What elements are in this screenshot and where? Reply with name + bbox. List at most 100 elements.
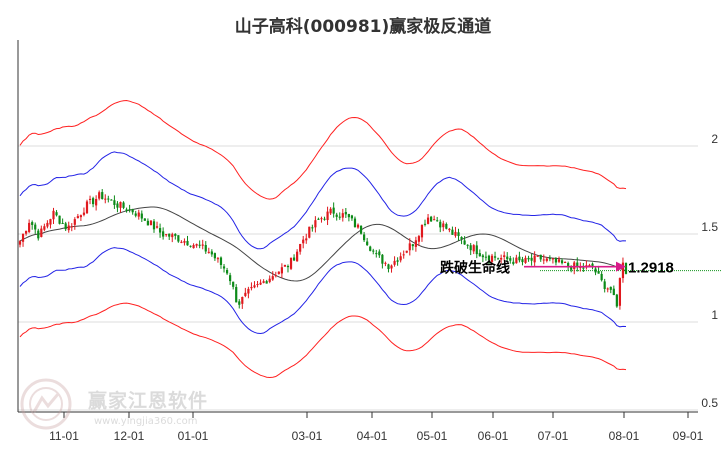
candle-body: [116, 203, 119, 208]
candle-body: [332, 207, 335, 214]
candle-body: [567, 263, 570, 267]
candle-body: [222, 266, 226, 269]
candle-body: [18, 241, 22, 245]
candle-body: [165, 234, 168, 236]
candle-body: [256, 284, 259, 286]
candle-body: [573, 262, 576, 269]
candle-body: [338, 216, 341, 218]
candle-body: [302, 239, 305, 244]
candle-body: [521, 259, 524, 263]
candle-body: [101, 192, 104, 199]
candle-body: [527, 257, 530, 260]
candle-body: [515, 257, 518, 264]
candle-body: [24, 230, 28, 234]
candle-body: [283, 264, 287, 267]
candle-body: [250, 286, 253, 289]
candle-body: [524, 257, 527, 263]
candle-body: [384, 262, 387, 264]
candle-body: [162, 231, 165, 237]
candle-body: [28, 222, 31, 232]
candle-body: [399, 256, 402, 261]
candle-body: [430, 216, 433, 222]
candle-body: [539, 254, 542, 260]
candle-body: [58, 215, 61, 224]
candle-body: [484, 256, 488, 258]
candle-body: [621, 262, 625, 279]
candle-body: [560, 260, 564, 264]
candle-body: [289, 257, 293, 269]
candle-body: [469, 245, 472, 251]
candle-body: [268, 278, 271, 282]
candle-body: [134, 213, 137, 216]
candle-body: [140, 213, 143, 219]
candle-body: [457, 232, 460, 237]
candle-body: [265, 281, 268, 284]
candle-body: [235, 287, 238, 303]
candle-body: [356, 224, 360, 228]
candle-body: [286, 266, 290, 268]
candle-body: [375, 253, 378, 255]
candle-body: [411, 244, 414, 247]
candle-body: [195, 244, 198, 246]
candle-body: [563, 262, 567, 264]
candle-body: [381, 254, 384, 264]
candle-body: [128, 209, 131, 211]
candle-body: [79, 215, 83, 218]
candle-body: [158, 228, 162, 233]
candle-body: [280, 267, 283, 274]
candle-body: [594, 268, 597, 273]
x-tick-label: 12-01: [114, 429, 145, 443]
candle-body: [402, 254, 405, 256]
candle-body: [326, 211, 329, 221]
candle-body: [350, 215, 354, 219]
candle-body: [460, 237, 463, 239]
candle-body: [244, 292, 247, 296]
candle-body: [436, 220, 439, 222]
candle-body: [588, 264, 591, 266]
candle-body: [40, 228, 43, 237]
candle-body: [320, 218, 323, 220]
candle-body: [225, 270, 229, 274]
candle-body: [296, 251, 299, 262]
candle-body: [478, 253, 481, 257]
candle-body: [329, 208, 332, 214]
candle-body: [369, 246, 372, 251]
candle-body: [210, 251, 213, 255]
candle-body: [530, 257, 533, 261]
candle-body: [448, 228, 451, 231]
candle-body: [366, 241, 369, 246]
watermark: 赢家江恩软件 www.yingjia360.com: [18, 376, 228, 436]
outer-upper-band: [19, 99, 627, 200]
candle-body: [615, 294, 618, 307]
candle-body: [475, 245, 478, 255]
candle-body: [186, 240, 189, 246]
candle-body: [274, 275, 277, 277]
annotation-group: 跌破生命线 1.2918: [440, 260, 674, 277]
candle-body: [396, 260, 399, 262]
candle-body: [536, 255, 539, 257]
candle-body: [95, 199, 98, 206]
annotation-value-label: 1.2918: [628, 260, 674, 277]
candle-body: [88, 198, 92, 200]
x-tick-label: 09-01: [673, 429, 704, 443]
candle-body: [445, 223, 448, 229]
watermark-text: 赢家江恩软件: [88, 390, 209, 412]
candle-body: [292, 257, 296, 261]
candle-body: [232, 281, 235, 287]
candle-body: [454, 231, 457, 236]
candle-body: [198, 244, 201, 246]
candle-body: [426, 217, 430, 224]
candle-body: [570, 266, 573, 270]
candle-body: [344, 211, 347, 215]
candle-body: [104, 198, 107, 200]
x-tick-label: 11-01: [49, 429, 79, 443]
candle-body: [31, 222, 34, 225]
x-tick-label: 08-01: [609, 429, 640, 443]
candle-body: [122, 202, 125, 208]
candle-body: [603, 281, 606, 289]
outer-lower-band: [19, 302, 627, 379]
candle-body: [576, 262, 579, 267]
candle-body: [341, 213, 344, 218]
candle-body: [493, 256, 497, 258]
